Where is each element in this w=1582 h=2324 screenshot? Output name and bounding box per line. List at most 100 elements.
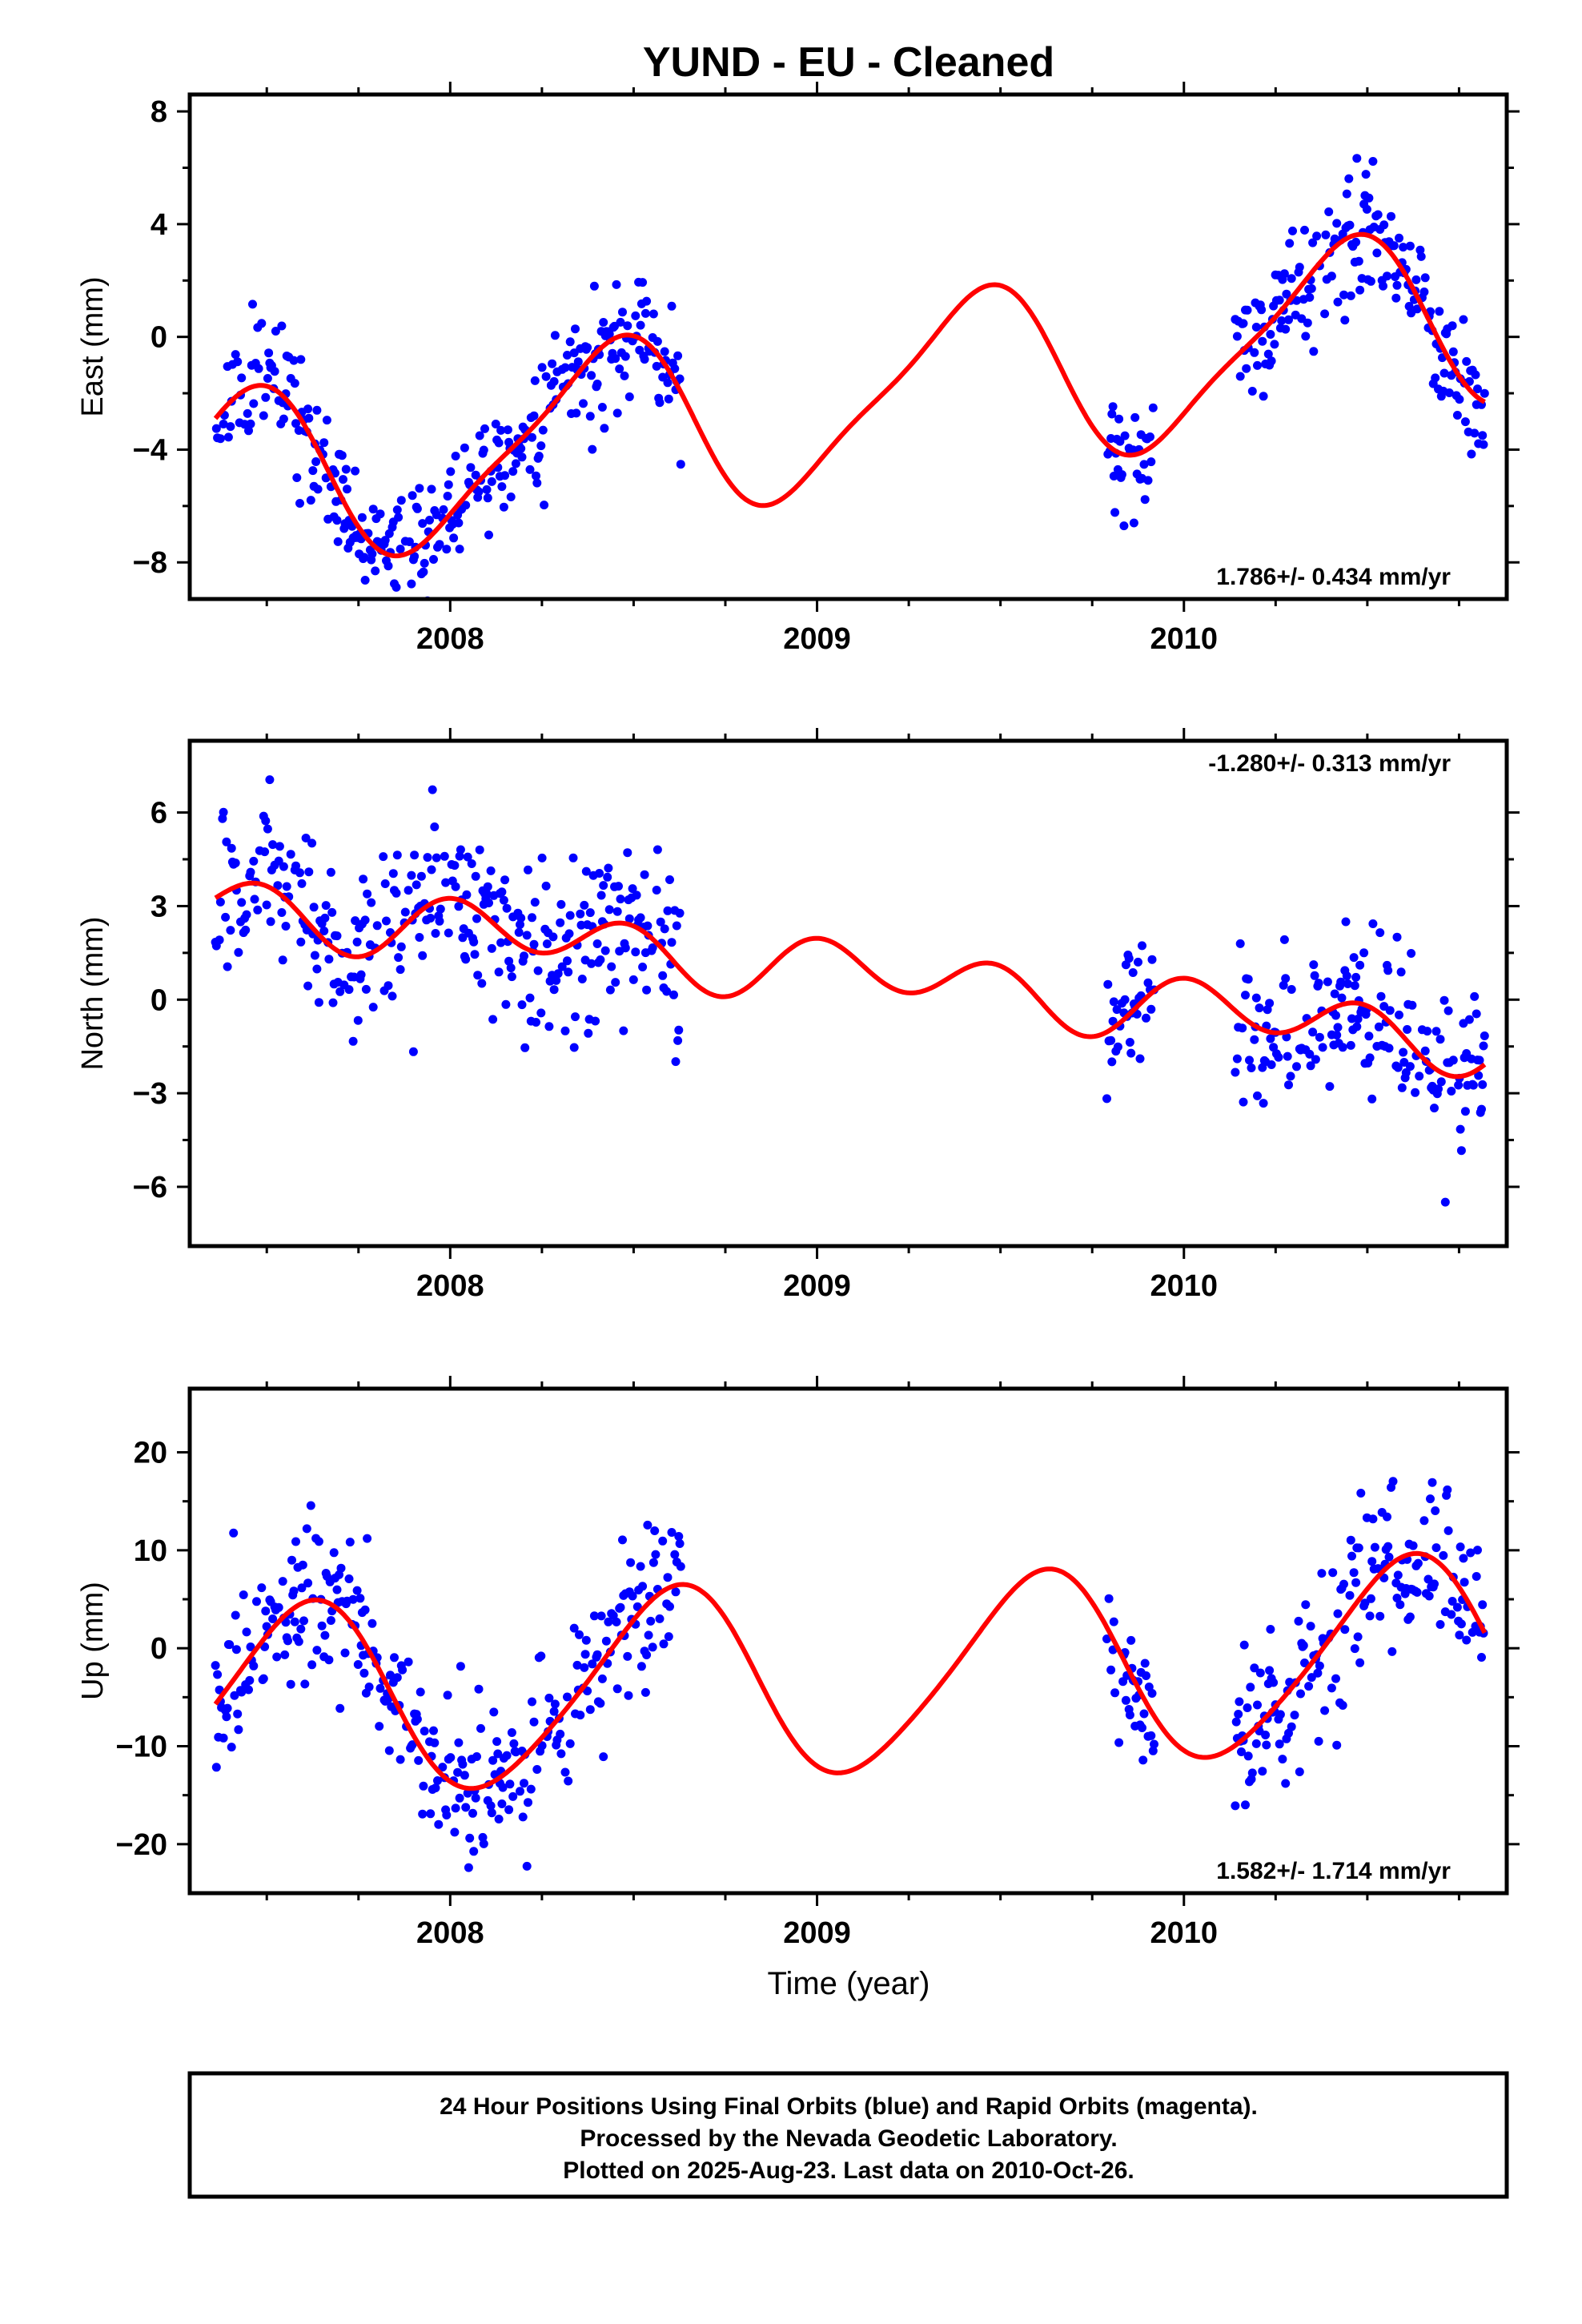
data-point <box>529 939 539 949</box>
data-point <box>1339 1579 1348 1589</box>
data-point <box>548 359 557 368</box>
data-point <box>243 408 252 418</box>
data-point <box>1456 1146 1466 1156</box>
data-point <box>568 853 578 862</box>
data-point <box>308 466 318 476</box>
data-point <box>268 1614 278 1623</box>
data-point <box>351 466 360 476</box>
data-point <box>222 837 231 846</box>
data-point <box>1472 1572 1481 1581</box>
data-point <box>375 509 385 519</box>
data-point <box>360 915 370 925</box>
data-point <box>420 558 429 568</box>
data-point <box>603 872 612 882</box>
data-point <box>1364 193 1374 203</box>
data-point <box>640 308 650 318</box>
data-point <box>312 964 322 974</box>
data-point <box>528 913 536 923</box>
data-point <box>1328 1568 1338 1578</box>
data-point <box>253 905 263 915</box>
data-point <box>532 471 540 480</box>
data-point <box>587 959 596 968</box>
data-point <box>553 969 563 979</box>
data-point <box>286 1679 295 1689</box>
data-point <box>1404 302 1414 311</box>
plot-frame <box>187 1386 1509 1896</box>
data-point <box>529 1717 539 1727</box>
data-point <box>299 1616 308 1626</box>
data-point <box>282 882 291 891</box>
data-point <box>375 1683 385 1693</box>
data-point <box>1447 321 1457 331</box>
data-point <box>507 972 516 982</box>
data-point <box>1342 971 1351 981</box>
data-point <box>482 889 492 899</box>
data-point <box>644 1630 653 1640</box>
data-point <box>1350 1644 1359 1654</box>
data-point <box>1270 340 1279 349</box>
data-point <box>462 890 472 899</box>
data-point <box>239 1590 248 1599</box>
data-point <box>227 1743 236 1752</box>
data-point <box>522 931 532 940</box>
data-point <box>1327 1683 1336 1693</box>
data-point <box>1106 1035 1116 1045</box>
data-point <box>312 405 322 415</box>
data-point <box>1396 967 1406 977</box>
y-tick-label: 6 <box>151 797 167 830</box>
data-point <box>1294 1616 1303 1626</box>
data-point <box>673 1035 683 1045</box>
data-point <box>1235 939 1245 948</box>
data-point <box>249 399 259 408</box>
y-axis-label: Up (mm) <box>76 1582 110 1700</box>
data-point <box>1338 1701 1347 1710</box>
data-point <box>536 1008 546 1018</box>
data-point <box>1367 1094 1377 1104</box>
data-point <box>525 993 535 1003</box>
data-point <box>273 881 283 891</box>
data-point <box>277 908 287 917</box>
data-point <box>380 879 390 888</box>
data-point <box>1478 1600 1488 1610</box>
data-point <box>1283 1051 1292 1061</box>
data-point <box>446 467 456 476</box>
data-point <box>1279 980 1288 990</box>
data-point <box>1407 949 1416 958</box>
data-point <box>1345 220 1355 230</box>
data-point <box>565 911 575 920</box>
data-point <box>623 1651 632 1661</box>
data-point <box>673 351 683 360</box>
data-point <box>242 910 251 919</box>
y-tick-label: 3 <box>151 890 167 923</box>
data-point <box>1354 256 1363 266</box>
data-point <box>281 922 291 931</box>
data-point <box>1351 1578 1361 1587</box>
data-point <box>496 938 506 947</box>
data-point <box>670 1550 680 1559</box>
data-point <box>345 1538 355 1547</box>
data-point <box>392 850 402 860</box>
data-point <box>1287 274 1296 283</box>
data-point <box>587 371 596 380</box>
data-point <box>430 1738 440 1747</box>
data-point <box>676 1562 685 1571</box>
data-point <box>518 1812 528 1822</box>
data-point <box>431 929 440 938</box>
data-point <box>1430 1104 1439 1113</box>
data-point <box>250 895 259 904</box>
data-point <box>658 1536 668 1546</box>
data-point <box>1368 1514 1378 1524</box>
data-point <box>1415 1072 1424 1081</box>
data-point <box>363 889 372 899</box>
data-point <box>1366 276 1375 286</box>
data-point <box>1412 304 1422 314</box>
data-point <box>309 903 319 912</box>
data-point <box>352 1586 362 1595</box>
data-point <box>599 881 608 891</box>
data-point <box>646 1616 656 1626</box>
data-point <box>262 1622 271 1631</box>
data-point <box>263 374 272 383</box>
data-point <box>1121 1695 1130 1705</box>
data-point <box>655 1614 665 1623</box>
data-point <box>652 336 662 346</box>
